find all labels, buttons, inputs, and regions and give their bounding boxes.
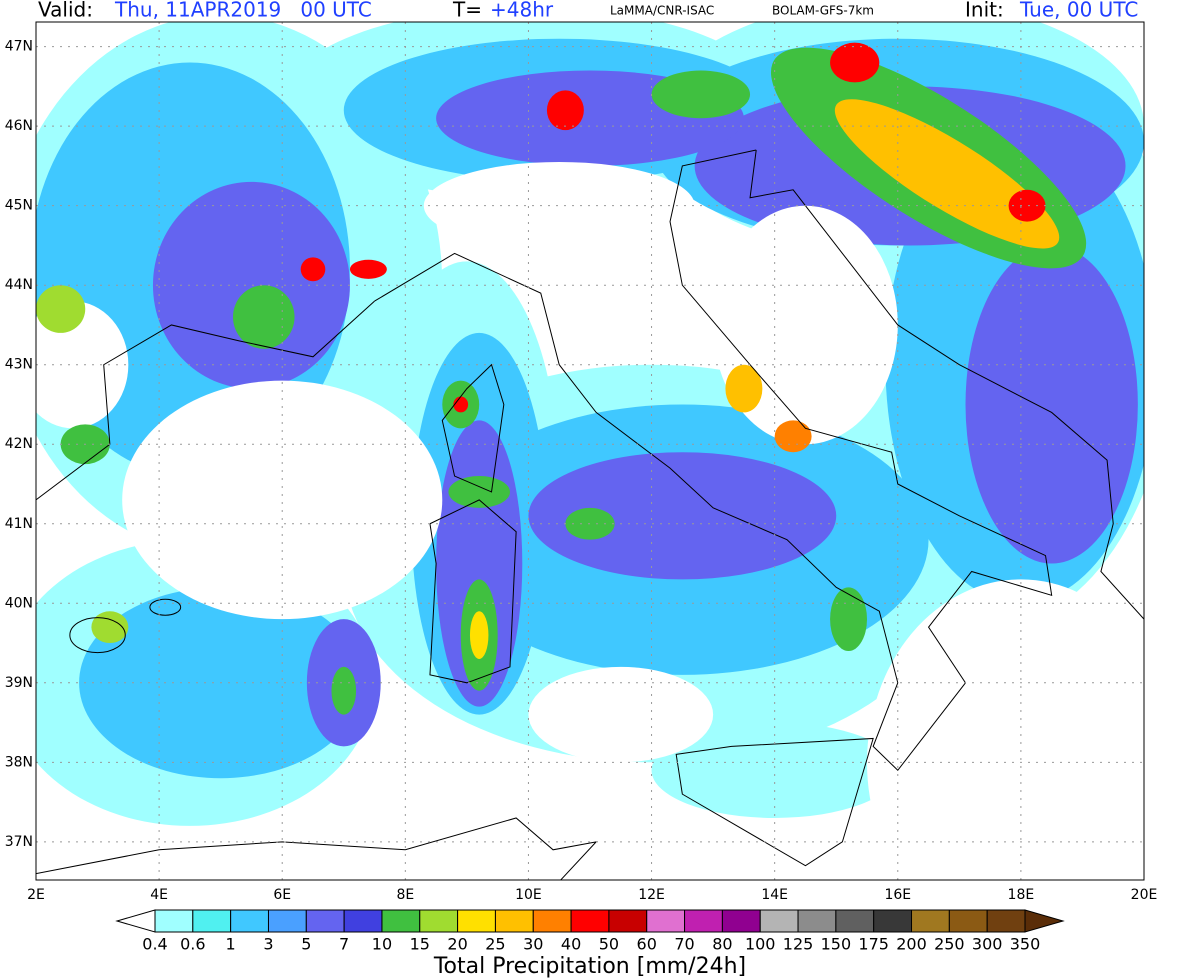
colorbar-label: 40	[561, 935, 581, 954]
lead-label: T=	[452, 0, 482, 22]
colorbar-box	[570, 909, 610, 933]
colorbar-label: 0.4	[142, 935, 167, 954]
colorbar-box	[986, 909, 1026, 933]
lat-label: 43N	[5, 357, 33, 373]
lon-label: 4E	[150, 887, 168, 903]
lat-label: 46N	[5, 118, 33, 134]
field-heavy	[36, 42, 1087, 715]
colorbar-label: 25	[485, 935, 505, 954]
lead-time: +48hr	[490, 0, 554, 22]
colorbar-label: 0.6	[180, 935, 205, 954]
colorbar-label: 125	[783, 935, 814, 954]
field-dry	[36, 161, 1144, 880]
colorbar-label: 70	[674, 935, 694, 954]
colorbar-box	[759, 909, 799, 933]
colorbar-label: 200	[896, 935, 927, 954]
lat-label: 37N	[5, 834, 33, 850]
lat-label: 38N	[5, 754, 33, 770]
colorbar: 0.4 0.6 1 3 5 7 10 15 20 25 30 40 50 60 70 80 100 125 150 1…	[115, 909, 1065, 954]
lon-label: 20E	[1131, 887, 1158, 903]
grid	[36, 22, 1144, 880]
map	[36, 22, 1144, 882]
lon-label: 18E	[1008, 887, 1035, 903]
colorbar-box	[835, 909, 875, 933]
colorbar-label: 10	[372, 935, 392, 954]
lon-label: 6E	[273, 887, 291, 903]
colorbar-box	[608, 909, 648, 933]
colorbar-box	[381, 909, 421, 933]
colorbar-label: 150	[821, 935, 852, 954]
colorbar-box	[684, 909, 723, 933]
precip-field	[36, 22, 1144, 882]
colorbar-label: 350	[1010, 935, 1041, 954]
colorbar-box	[494, 909, 534, 933]
colorbar-label: 250	[934, 935, 965, 954]
colorbar-label: 15	[410, 935, 430, 954]
colorbar-label: 60	[637, 935, 657, 954]
colorbar-triangle	[115, 909, 156, 933]
colorbar-box	[267, 909, 307, 933]
institution: LaMMA/CNR-ISAC	[610, 4, 714, 18]
model: BOLAM-GFS-7km	[772, 4, 874, 18]
colorbar-label: 175	[858, 935, 889, 954]
colorbar-box	[230, 909, 269, 933]
lon-label: 10E	[515, 887, 542, 903]
colorbar-label: 300	[972, 935, 1003, 954]
colorbar-box	[721, 909, 761, 933]
colorbar-box	[911, 909, 950, 933]
colorbar-box	[457, 909, 496, 933]
lat-label: 44N	[5, 277, 33, 293]
coastlines	[36, 150, 1144, 882]
colorbar-box	[192, 909, 232, 933]
colorbar-box	[419, 909, 459, 933]
lat-label: 40N	[5, 595, 33, 611]
colorbar-label: 1	[226, 935, 236, 954]
lon-label: 2E	[27, 887, 45, 903]
colorbar-box	[646, 909, 686, 933]
colorbar-label: 3	[263, 935, 273, 954]
valid-time: Thu, 11APR2019 00 UTC	[114, 0, 372, 22]
lat-label: 39N	[5, 675, 33, 691]
colorbar-box	[343, 909, 383, 933]
colorbar-box	[532, 909, 572, 933]
colorbar-label: 50	[599, 935, 619, 954]
lat-label: 41N	[5, 516, 33, 532]
lon-label: 12E	[638, 887, 665, 903]
init-time: Tue, 00 UTC	[1019, 0, 1138, 22]
lon-label: 8E	[396, 887, 414, 903]
colorbar-box	[305, 909, 345, 933]
colorbar-box	[873, 909, 913, 933]
lon-label: 16E	[884, 887, 911, 903]
colorbar-label: 7	[339, 935, 349, 954]
lat-label: 45N	[5, 198, 33, 214]
colorbar-triangle	[1024, 909, 1065, 933]
init-label: Init:	[965, 0, 1004, 22]
lat-label: 42N	[5, 436, 33, 452]
colorbar-box	[154, 909, 194, 933]
colorbar-box	[948, 909, 988, 933]
colorbar-title: Total Precipitation [mm/24h]	[433, 954, 746, 979]
map-frame	[35, 21, 1145, 881]
colorbar-box	[797, 909, 837, 933]
lon-label: 14E	[761, 887, 788, 903]
colorbar-label: 80	[712, 935, 732, 954]
colorbar-label: 5	[301, 935, 311, 954]
colorbar-label: 20	[447, 935, 467, 954]
lat-label: 47N	[5, 39, 33, 55]
colorbar-label: 30	[523, 935, 543, 954]
valid-label: Valid:	[38, 0, 93, 22]
colorbar-label: 100	[745, 935, 776, 954]
